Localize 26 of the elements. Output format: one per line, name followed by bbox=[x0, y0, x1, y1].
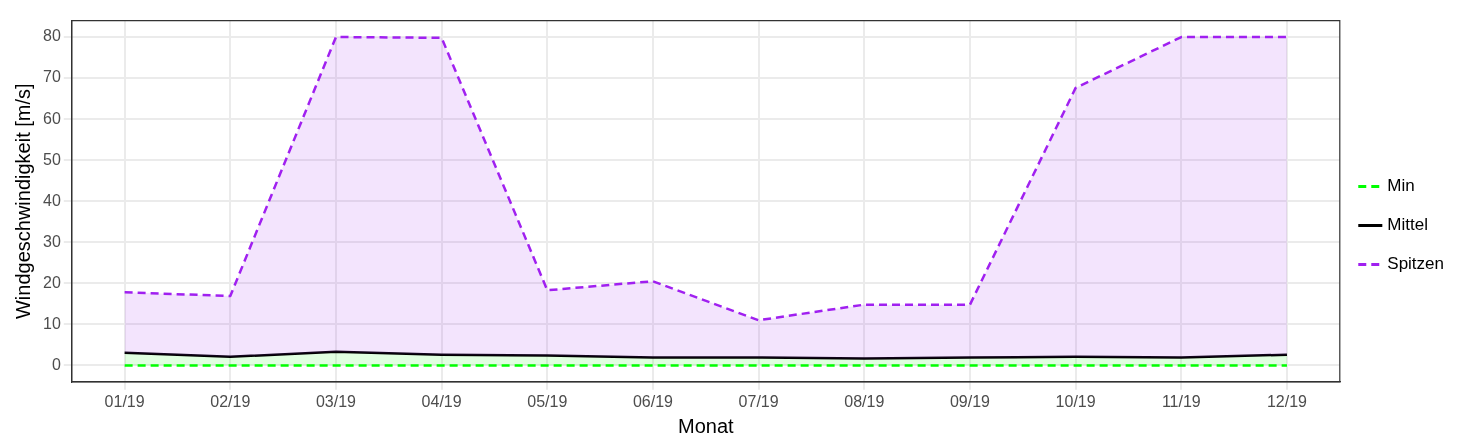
x-tick-label: 03/19 bbox=[315, 392, 357, 410]
y-tick-label: 10 bbox=[43, 314, 61, 332]
x-tick-label: 02/19 bbox=[210, 392, 251, 410]
legend-label: Spitzen bbox=[1387, 254, 1444, 274]
legend-label: Mittel bbox=[1387, 215, 1428, 235]
y-tick-label: 30 bbox=[43, 232, 61, 250]
y-tick-label: 60 bbox=[43, 109, 61, 127]
x-tick-label: 05/19 bbox=[527, 392, 568, 410]
x-tick-label: 10/19 bbox=[1055, 392, 1096, 410]
x-tick-label: 07/19 bbox=[738, 392, 779, 410]
y-tick-label: 0 bbox=[51, 355, 61, 373]
x-tick-label: 06/19 bbox=[632, 392, 674, 410]
y-tick-label: 80 bbox=[43, 27, 61, 45]
x-tick-label: 11/19 bbox=[1161, 392, 1201, 410]
y-tick-label: 50 bbox=[43, 150, 61, 168]
y-axis-title: Windgeschwindigkeit [m/s] bbox=[11, 83, 34, 320]
x-tick-label: 12/19 bbox=[1266, 392, 1308, 410]
x-tick-label: 09/19 bbox=[949, 392, 991, 410]
y-tick-label: 40 bbox=[43, 191, 61, 209]
x-tick-label: 08/19 bbox=[844, 392, 885, 410]
legend-label: Min bbox=[1387, 176, 1415, 196]
x-axis-title: Monat bbox=[678, 414, 735, 437]
x-tick-label: 04/19 bbox=[421, 392, 462, 410]
y-tick-label: 20 bbox=[43, 273, 61, 291]
x-tick-label: 01/19 bbox=[104, 392, 145, 410]
y-tick-label: 70 bbox=[43, 68, 61, 86]
